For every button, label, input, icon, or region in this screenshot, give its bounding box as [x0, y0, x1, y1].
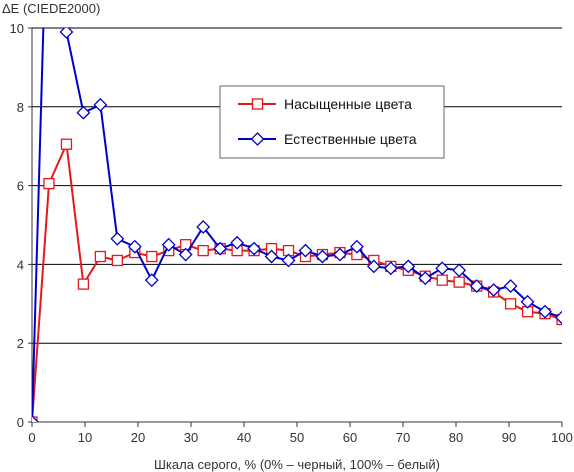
x-tick-label: 40 — [237, 430, 251, 445]
x-tick-label: 60 — [343, 430, 357, 445]
data-point — [77, 278, 90, 290]
data-point — [196, 220, 211, 234]
y-tick-label: 10 — [10, 21, 24, 36]
y-tick-labels: 0 2 4 6 8 10 — [10, 21, 32, 430]
data-point — [555, 310, 562, 325]
x-tick-label: 30 — [184, 430, 198, 445]
data-point — [213, 241, 228, 256]
data-point — [435, 261, 450, 276]
data-point — [504, 298, 517, 310]
data-point — [230, 235, 245, 250]
data-point — [60, 138, 73, 150]
x-tick-label: 80 — [449, 430, 463, 445]
data-point — [110, 231, 125, 246]
data-point — [520, 294, 535, 309]
data-point — [452, 263, 467, 278]
data-point — [161, 237, 176, 252]
legend-marker-saturated — [251, 98, 264, 110]
series-line — [32, 28, 562, 422]
data-point — [264, 249, 279, 264]
data-point — [32, 415, 39, 422]
legend-box — [219, 85, 445, 159]
x-axis-title: Шкала серого, % (0% – черный, 100% – бел… — [154, 457, 440, 472]
data-point — [538, 304, 552, 319]
data-point — [349, 239, 364, 254]
x-tick-label: 70 — [396, 430, 410, 445]
x-tick-label: 0 — [28, 430, 35, 445]
data-point — [315, 249, 330, 264]
x-tick-label: 50 — [290, 430, 304, 445]
legend-label-natural: Естественные цвета — [284, 131, 417, 147]
data-point — [401, 259, 416, 274]
series-natural — [32, 28, 562, 422]
x-tick-labels: 0 10 20 30 40 50 60 70 80 90 100 — [28, 422, 573, 445]
data-point — [127, 239, 142, 254]
data-point — [503, 279, 518, 293]
legend-marker-natural — [250, 132, 265, 146]
data-point — [469, 279, 484, 293]
y-tick-label: 8 — [17, 100, 24, 115]
legend-label-saturated: Насыщенные цвета — [284, 96, 412, 112]
data-point — [146, 250, 158, 263]
data-point — [366, 259, 381, 274]
y-tick-label: 4 — [17, 257, 24, 272]
data-point — [486, 283, 501, 297]
data-point — [111, 254, 123, 267]
data-point — [333, 247, 347, 262]
data-point — [93, 97, 108, 112]
data-point — [76, 105, 91, 120]
data-point — [178, 247, 193, 262]
x-tick-label: 10 — [78, 430, 92, 445]
data-point — [383, 261, 398, 276]
data-point — [59, 28, 74, 39]
data-point — [298, 243, 313, 258]
data-point — [144, 273, 159, 288]
y-tick-label: 6 — [17, 179, 24, 194]
data-point — [94, 250, 107, 263]
series-layer — [32, 28, 562, 422]
data-point — [43, 177, 55, 190]
x-tick-label: 100 — [551, 430, 573, 445]
x-tick-label: 20 — [131, 430, 145, 445]
data-point — [281, 253, 296, 268]
y-axis-title: ΔE (CIEDE2000) — [2, 1, 100, 16]
y-tick-label: 0 — [17, 415, 24, 430]
y-tick-label: 2 — [17, 336, 24, 351]
data-point — [418, 271, 433, 286]
x-tick-label: 90 — [502, 430, 516, 445]
data-point — [247, 241, 261, 256]
data-point — [197, 244, 209, 257]
data-point — [436, 274, 448, 286]
series-saturated — [32, 138, 562, 422]
data-point — [453, 276, 465, 288]
legend: Насыщенные цвета Естественные цвета — [219, 85, 445, 159]
